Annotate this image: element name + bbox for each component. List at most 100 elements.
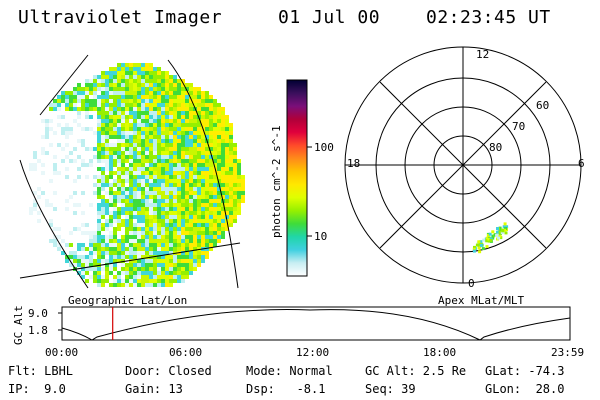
emission-pixel — [201, 171, 205, 175]
emission-pixel — [169, 127, 173, 131]
emission-pixel — [37, 203, 41, 207]
emission-pixel — [121, 267, 125, 271]
emission-pixel — [213, 175, 217, 179]
emission-pixel — [233, 211, 237, 215]
emission-pixel — [181, 239, 185, 243]
emission-pixel — [233, 199, 237, 203]
emission-pixel — [97, 171, 101, 175]
emission-pixel — [97, 203, 101, 207]
emission-pixel — [209, 143, 213, 147]
emission-pixel — [109, 191, 113, 195]
emission-pixel — [185, 187, 189, 191]
emission-pixel — [141, 87, 145, 91]
emission-pixel — [217, 239, 221, 243]
emission-pixel — [177, 183, 181, 187]
emission-pixel — [37, 135, 41, 139]
emission-pixel — [145, 275, 149, 279]
emission-pixel — [93, 159, 97, 163]
emission-pixel — [137, 99, 141, 103]
emission-pixel — [201, 227, 205, 231]
emission-pixel — [105, 271, 109, 275]
emission-pixel — [121, 67, 125, 71]
emission-pixel — [117, 91, 121, 95]
emission-pixel — [97, 123, 101, 127]
emission-pixel — [205, 227, 209, 231]
emission-pixel — [149, 279, 153, 283]
emission-pixel — [153, 99, 157, 103]
emission-pixel — [145, 247, 149, 251]
emission-pixel — [213, 159, 217, 163]
emission-pixel — [69, 151, 73, 155]
emission-pixel — [233, 151, 237, 155]
emission-pixel — [93, 75, 97, 79]
emission-pixel — [101, 227, 105, 231]
emission-pixel — [173, 279, 177, 283]
emission-pixel — [173, 243, 177, 247]
emission-pixel — [185, 147, 189, 151]
emission-pixel — [201, 91, 205, 95]
emission-pixel — [61, 179, 65, 183]
emission-pixel — [197, 175, 201, 179]
emission-pixel — [113, 167, 117, 171]
emission-pixel — [57, 107, 61, 111]
emission-pixel — [125, 227, 129, 231]
emission-pixel — [61, 235, 65, 239]
emission-pixel — [113, 147, 117, 151]
emission-pixel — [185, 139, 189, 143]
emission-pixel — [65, 147, 69, 151]
emission-pixel — [53, 123, 57, 127]
emission-pixel — [209, 167, 213, 171]
emission-pixel — [165, 147, 169, 151]
emission-pixel — [209, 111, 213, 115]
emission-pixel — [93, 259, 97, 263]
emission-pixel — [89, 211, 93, 215]
emission-pixel — [109, 95, 113, 99]
emission-pixel — [121, 239, 125, 243]
emission-pixel — [101, 207, 105, 211]
emission-pixel — [217, 215, 221, 219]
polar-emission-pixel — [489, 238, 493, 242]
emission-pixel — [213, 143, 217, 147]
emission-pixel — [89, 187, 93, 191]
emission-pixel — [113, 203, 117, 207]
emission-pixel — [149, 203, 153, 207]
emission-pixel — [117, 215, 121, 219]
emission-pixel — [105, 159, 109, 163]
emission-pixel — [133, 75, 137, 79]
emission-pixel — [213, 199, 217, 203]
emission-pixel — [169, 91, 173, 95]
polar-emission-pixel — [485, 245, 489, 249]
emission-pixel — [129, 219, 133, 223]
emission-pixel — [173, 167, 177, 171]
emission-pixel — [97, 255, 101, 259]
emission-pixel — [193, 99, 197, 103]
emission-pixel — [165, 187, 169, 191]
emission-pixel — [41, 147, 45, 151]
emission-pixel — [161, 103, 165, 107]
emission-pixel — [149, 131, 153, 135]
emission-pixel — [105, 227, 109, 231]
emission-pixel — [225, 171, 229, 175]
emission-pixel — [185, 195, 189, 199]
emission-pixel — [165, 95, 169, 99]
emission-pixel — [157, 191, 161, 195]
emission-pixel — [185, 127, 189, 131]
emission-pixel — [177, 267, 181, 271]
emission-pixel — [173, 215, 177, 219]
emission-pixel — [173, 175, 177, 179]
emission-pixel — [201, 139, 205, 143]
emission-pixel — [73, 255, 77, 259]
emission-pixel — [97, 239, 101, 243]
polar-emission-pixel — [491, 230, 495, 234]
emission-pixel — [173, 231, 177, 235]
emission-pixel — [193, 183, 197, 187]
emission-pixel — [193, 103, 197, 107]
emission-pixel — [209, 203, 213, 207]
emission-pixel — [81, 275, 85, 279]
emission-pixel — [149, 167, 153, 171]
emission-pixel — [53, 131, 57, 135]
emission-pixel — [233, 195, 237, 199]
emission-pixel — [165, 267, 169, 271]
emission-pixel — [181, 103, 185, 107]
